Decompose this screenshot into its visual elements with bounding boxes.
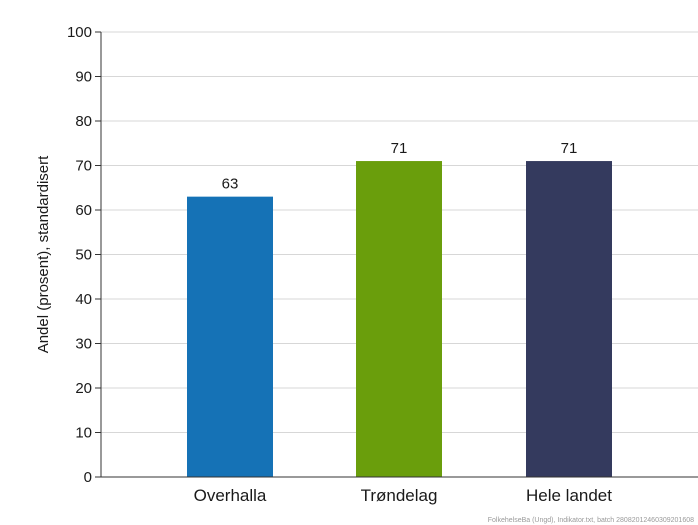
data-labels: 63 71 71	[222, 140, 578, 193]
y-tick-label-0: 0	[84, 469, 92, 486]
category-label-2: Hele landet	[526, 486, 612, 505]
data-label-0: 63	[222, 176, 239, 193]
y-axis-title: Andel (prosent), standardisert	[35, 155, 52, 353]
bar-0	[187, 196, 273, 477]
y-tick-label-30: 30	[75, 336, 92, 353]
y-tick-label-10: 10	[75, 425, 92, 442]
y-axis-ticks: 0 10 20 30 40 50 60 70 80 90 100	[67, 24, 101, 486]
category-labels: Overhalla Trøndelag Hele landet	[194, 486, 613, 505]
source-note: FolkehelseBa (Ungd), Indikator.txt, batc…	[487, 517, 694, 524]
bar-2	[526, 161, 612, 478]
y-tick-label-80: 80	[75, 113, 92, 130]
bars	[187, 161, 612, 478]
bar-1	[356, 161, 442, 478]
data-label-1: 71	[391, 140, 408, 157]
y-tick-label-70: 70	[75, 158, 92, 175]
y-tick-label-50: 50	[75, 247, 92, 264]
category-label-1: Trøndelag	[361, 486, 438, 505]
data-label-2: 71	[561, 140, 578, 157]
y-tick-label-20: 20	[75, 380, 92, 397]
y-tick-label-40: 40	[75, 291, 92, 308]
y-tick-label-100: 100	[67, 24, 92, 41]
category-label-0: Overhalla	[194, 486, 267, 505]
y-tick-label-60: 60	[75, 202, 92, 219]
y-tick-label-90: 90	[75, 69, 92, 86]
